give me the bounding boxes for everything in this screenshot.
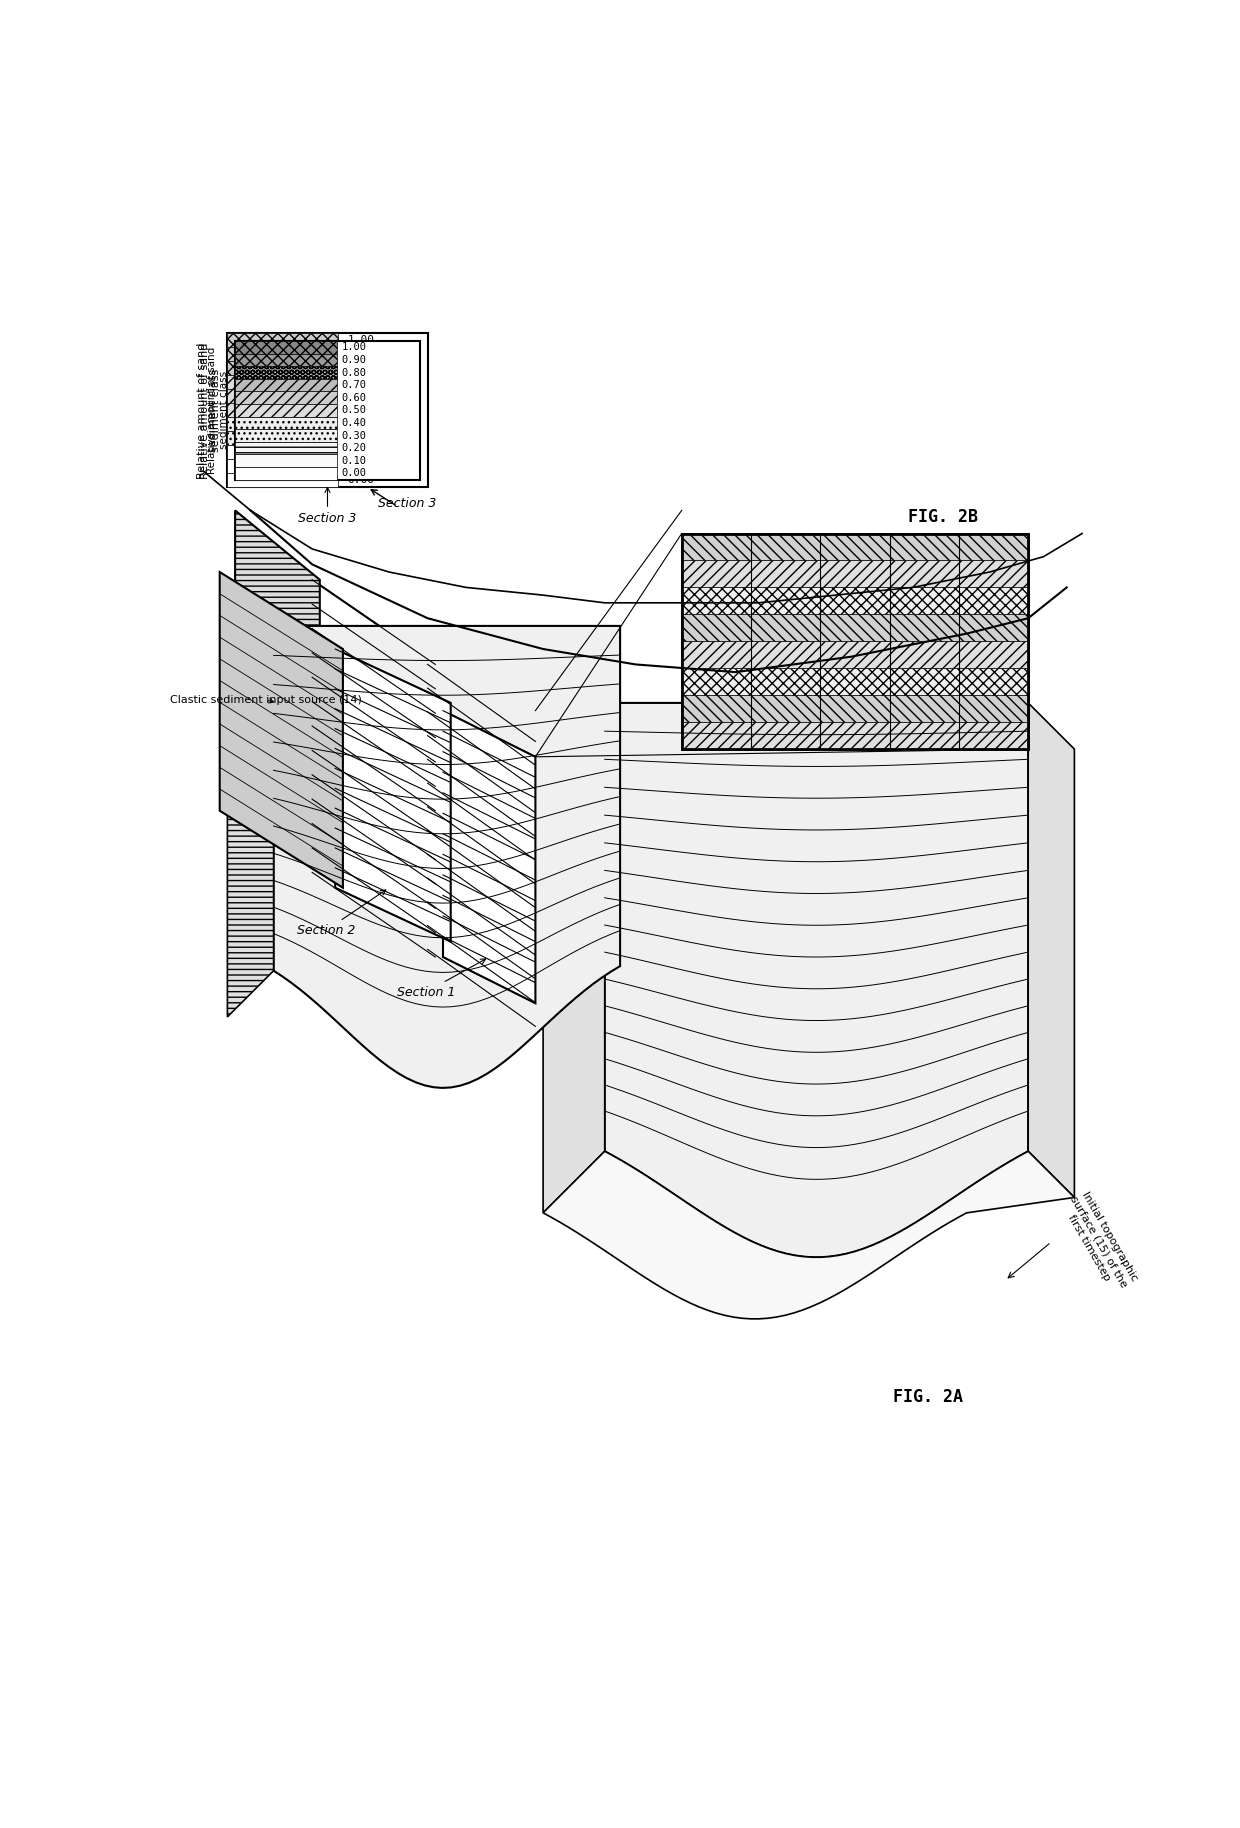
Bar bbox=[236, 466, 337, 479]
Bar bbox=[682, 642, 1028, 669]
Text: Initial topographic
surface (15) of the
first timestep: Initial topographic surface (15) of the … bbox=[1059, 1188, 1140, 1296]
Polygon shape bbox=[543, 1152, 1074, 1318]
Text: Relative amount of sand
sediment class: Relative amount of sand sediment class bbox=[197, 342, 218, 479]
Polygon shape bbox=[335, 649, 450, 941]
Text: 0.50: 0.50 bbox=[341, 406, 366, 415]
Text: 0.30: 0.30 bbox=[341, 431, 366, 441]
Bar bbox=[682, 695, 1028, 722]
Text: FIG. 2B: FIG. 2B bbox=[909, 508, 978, 526]
Text: 0.00: 0.00 bbox=[341, 468, 366, 479]
Text: Section 2: Section 2 bbox=[296, 890, 386, 938]
Polygon shape bbox=[605, 704, 1028, 1258]
Bar bbox=[236, 342, 337, 353]
Text: 0.80: 0.80 bbox=[341, 367, 366, 378]
Polygon shape bbox=[543, 704, 605, 1212]
Bar bbox=[227, 375, 337, 389]
Text: Relative amount of sand
sediment class: Relative amount of sand sediment class bbox=[207, 347, 229, 473]
Text: FIG. 2A: FIG. 2A bbox=[893, 1387, 963, 1406]
Text: 0.00: 0.00 bbox=[347, 475, 374, 484]
Bar bbox=[236, 353, 337, 366]
Polygon shape bbox=[443, 711, 536, 1004]
Bar bbox=[682, 534, 1028, 749]
Text: Section 1: Section 1 bbox=[397, 960, 486, 998]
Text: 1.00: 1.00 bbox=[341, 342, 366, 353]
Polygon shape bbox=[312, 579, 435, 958]
Bar bbox=[682, 534, 1028, 561]
Bar bbox=[682, 561, 1028, 587]
Bar bbox=[227, 347, 337, 362]
Text: 0.60: 0.60 bbox=[347, 391, 374, 402]
Text: Section 3: Section 3 bbox=[378, 497, 436, 510]
Bar bbox=[236, 342, 420, 479]
Polygon shape bbox=[274, 625, 620, 1088]
Bar bbox=[227, 473, 337, 488]
Text: 0.10: 0.10 bbox=[341, 455, 366, 466]
Text: 0.20: 0.20 bbox=[341, 442, 366, 453]
Text: 0.10: 0.10 bbox=[347, 461, 374, 472]
Text: 0.40: 0.40 bbox=[341, 419, 366, 428]
Bar bbox=[682, 614, 1028, 642]
Bar bbox=[227, 459, 337, 473]
Bar bbox=[236, 430, 337, 442]
Polygon shape bbox=[428, 664, 536, 1026]
Bar bbox=[682, 587, 1028, 614]
Bar bbox=[236, 442, 337, 455]
Text: 0.60: 0.60 bbox=[341, 393, 366, 402]
Text: 0.50: 0.50 bbox=[347, 406, 374, 415]
Text: 0.70: 0.70 bbox=[341, 380, 366, 389]
Polygon shape bbox=[1028, 704, 1074, 1197]
Polygon shape bbox=[236, 510, 320, 888]
Text: 0.80: 0.80 bbox=[347, 364, 374, 373]
Polygon shape bbox=[227, 625, 274, 1016]
Bar bbox=[236, 417, 337, 430]
Text: 0.20: 0.20 bbox=[347, 448, 374, 457]
Bar bbox=[236, 455, 337, 466]
Text: 0.90: 0.90 bbox=[347, 349, 374, 360]
Bar bbox=[682, 534, 1028, 749]
Bar bbox=[227, 404, 337, 417]
Bar bbox=[227, 417, 337, 431]
Bar bbox=[227, 333, 337, 347]
Bar bbox=[236, 366, 337, 378]
Bar bbox=[236, 378, 337, 391]
Bar bbox=[227, 362, 337, 375]
Bar bbox=[227, 431, 337, 446]
Bar bbox=[236, 404, 337, 417]
Text: Section 3: Section 3 bbox=[299, 488, 357, 525]
Text: Relative amount of sand
sediment class: Relative amount of sand sediment class bbox=[200, 342, 221, 479]
Text: 0.30: 0.30 bbox=[347, 433, 374, 444]
Bar bbox=[227, 389, 337, 404]
Polygon shape bbox=[219, 572, 343, 888]
Bar bbox=[682, 669, 1028, 695]
Text: 0.40: 0.40 bbox=[347, 419, 374, 430]
Bar bbox=[236, 391, 337, 404]
Text: 1.00: 1.00 bbox=[347, 335, 374, 345]
Bar bbox=[682, 722, 1028, 749]
Text: 0.70: 0.70 bbox=[347, 377, 374, 388]
Text: Clastic sediment input source (14): Clastic sediment input source (14) bbox=[170, 695, 362, 706]
Bar bbox=[227, 333, 428, 488]
Text: 0.90: 0.90 bbox=[341, 355, 366, 366]
Bar bbox=[227, 446, 337, 459]
